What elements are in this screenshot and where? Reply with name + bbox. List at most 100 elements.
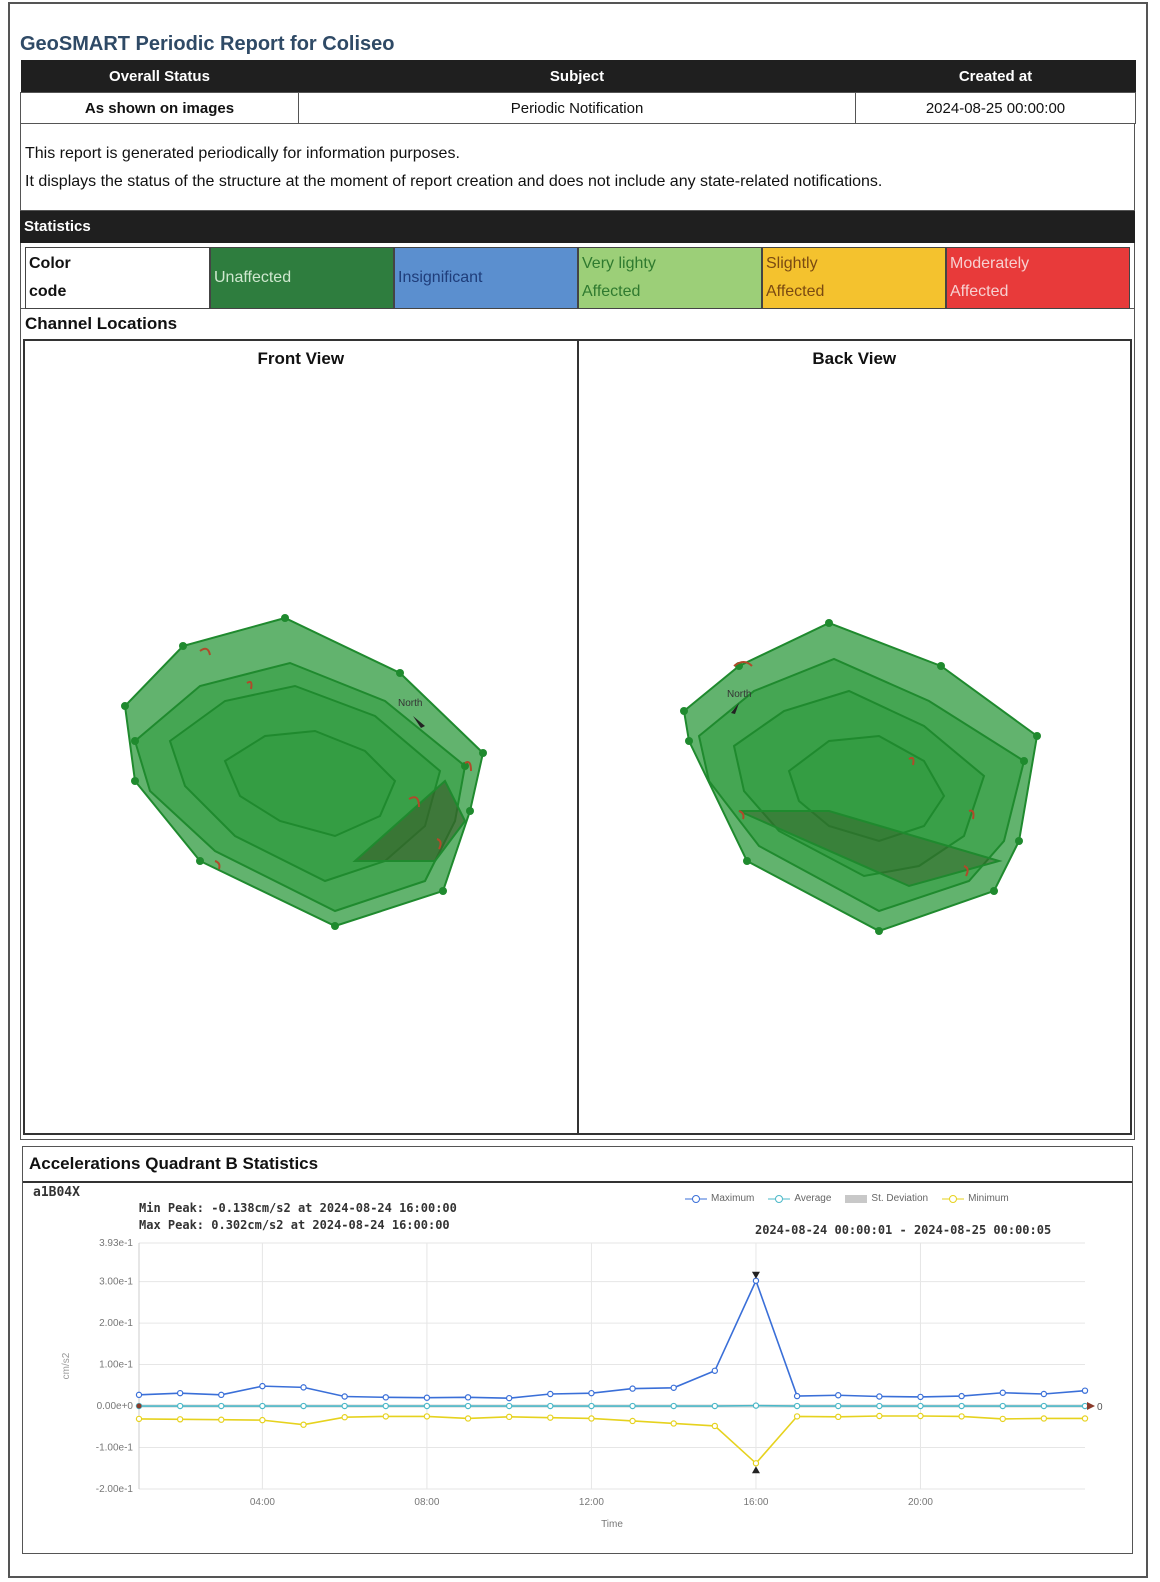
data-point-average (958, 1402, 965, 1410)
data-point-average (218, 1402, 225, 1410)
data-point-maximum (382, 1394, 389, 1401)
data-point-average (1081, 1402, 1089, 1410)
channel-locations-title: Channel Locations (25, 314, 178, 333)
data-point-maximum (218, 1391, 225, 1399)
max-peak-text: Max Peak: 0.302cm/s2 at 2024-08-24 16:00… (139, 1218, 450, 1232)
x-tick-label: 04:00 (250, 1497, 275, 1508)
intro-text: This report is generated periodically fo… (20, 124, 1135, 211)
data-point-maximum (423, 1394, 431, 1401)
color-unaffected: Unaffected (210, 247, 394, 309)
start-marker (136, 1403, 142, 1409)
back-view-panel[interactable]: Back View (578, 339, 1132, 1135)
data-point-average (464, 1402, 472, 1410)
header-overall-status: Overall Status (20, 60, 299, 93)
data-point-minimum (999, 1415, 1006, 1423)
acceleration-line-chart[interactable]: 3.93e-1 3.00e-1 2.00e-1 1.00e-1 0.00e+0 -1.00… (23, 1183, 1131, 1553)
y-tick-label: -1.00e-1 (96, 1443, 134, 1454)
data-point-maximum (793, 1392, 801, 1400)
accelerations-section: Accelerations Quadrant B Statistics a1B0… (22, 1146, 1133, 1554)
data-point-maximum (917, 1393, 924, 1401)
data-point-minimum (793, 1413, 801, 1420)
subject-value: Periodic Notification (298, 92, 856, 124)
data-point-minimum (176, 1416, 184, 1423)
data-point-maximum (1081, 1387, 1089, 1394)
data-point-minimum (218, 1416, 225, 1423)
header-subject: Subject (298, 60, 856, 93)
data-point-average (382, 1402, 389, 1410)
data-point-maximum (547, 1390, 554, 1398)
header-created-at: Created at (855, 60, 1136, 93)
data-point-minimum (505, 1413, 513, 1421)
page-frame (8, 2, 1148, 1578)
y-tick-label: -2.00e-1 (96, 1484, 134, 1495)
channel-name: a1B04X (33, 1185, 80, 1200)
front-view-panel[interactable]: Front View (23, 339, 579, 1135)
series-line-maximum (138, 1278, 1086, 1399)
min-peak-marker (751, 1466, 760, 1474)
data-point-maximum (176, 1389, 184, 1397)
max-peak-marker (751, 1271, 760, 1279)
data-point-average (711, 1402, 719, 1410)
data-point-maximum (958, 1392, 965, 1400)
y-tick-label: 3.00e-1 (99, 1277, 133, 1288)
data-point-minimum (588, 1415, 595, 1422)
data-point-minimum (341, 1414, 348, 1421)
time-range-text: 2024-08-24 00:00:01 - 2024-08-25 00:00:0… (755, 1223, 1052, 1237)
data-point-minimum (423, 1413, 431, 1420)
data-point-average (835, 1402, 842, 1410)
data-point-minimum (670, 1420, 677, 1427)
data-point-average (670, 1402, 677, 1410)
data-point-average (505, 1402, 513, 1410)
data-point-maximum (259, 1382, 266, 1390)
data-point-average (793, 1402, 801, 1410)
data-point-maximum (505, 1394, 513, 1402)
color-code-row: Color code Unaffected Insignificant Very … (20, 243, 1135, 309)
data-point-average (547, 1402, 554, 1410)
report: GeoSMART Periodic Report for Coliseo Ove… (20, 28, 1136, 1554)
data-point-minimum (835, 1413, 842, 1421)
data-point-average (423, 1402, 431, 1410)
legend-maximum[interactable]: Maximum (685, 1193, 754, 1204)
legend-average[interactable]: Average (768, 1193, 831, 1204)
color-moderately-affected: Moderately Affected (946, 247, 1130, 309)
data-point-maximum (300, 1384, 307, 1391)
svg-text:North: North (398, 698, 422, 709)
color-insignificant: Insignificant (394, 247, 578, 309)
data-point-average (629, 1402, 636, 1410)
data-point-maximum (464, 1394, 472, 1401)
y-tick-label: 2.00e-1 (99, 1318, 133, 1329)
y-tick-label: 0.00e+0 (97, 1401, 134, 1412)
data-point-minimum (1040, 1415, 1048, 1422)
chart-legend[interactable]: Maximum Average St. Deviation Minimum (685, 1193, 1009, 1204)
y-tick-label: 3.93e-1 (99, 1238, 133, 1249)
data-point-minimum (547, 1414, 554, 1421)
data-point-minimum (752, 1460, 760, 1467)
data-point-average (588, 1402, 595, 1410)
data-point-average (1040, 1402, 1048, 1410)
status-table: Overall Status Subject Created at As sho… (20, 60, 1136, 124)
data-point-maximum (752, 1277, 760, 1284)
legend-minimum[interactable]: Minimum (942, 1193, 1009, 1204)
data-point-minimum (300, 1421, 307, 1428)
x-tick-label: 16:00 (743, 1497, 768, 1508)
y-tick-label: 1.00e-1 (99, 1360, 133, 1371)
x-tick-label: 20:00 (908, 1497, 933, 1508)
accelerations-title: Accelerations Quadrant B Statistics (23, 1147, 1132, 1183)
min-peak-text: Min Peak: -0.138cm/s2 at 2024-08-24 16:0… (139, 1201, 457, 1215)
back-view-model[interactable]: North (579, 341, 1131, 1133)
back-view-title: Back View (812, 349, 897, 368)
data-point-maximum (835, 1392, 842, 1399)
data-point-average (999, 1402, 1006, 1410)
legend-st-deviation[interactable]: St. Deviation (845, 1193, 928, 1204)
y-axis-label: cm/s2 (61, 1352, 72, 1379)
data-point-maximum (341, 1393, 348, 1400)
overall-status-value: As shown on images (20, 92, 299, 124)
data-point-minimum (917, 1412, 924, 1420)
data-point-maximum (711, 1367, 719, 1374)
data-point-average (341, 1402, 348, 1410)
front-view-model[interactable]: North (25, 341, 577, 1133)
data-point-average (752, 1402, 760, 1409)
data-point-minimum (876, 1412, 883, 1420)
data-point-maximum (999, 1389, 1006, 1396)
page-title: GeoSMART Periodic Report for Coliseo (20, 33, 395, 55)
